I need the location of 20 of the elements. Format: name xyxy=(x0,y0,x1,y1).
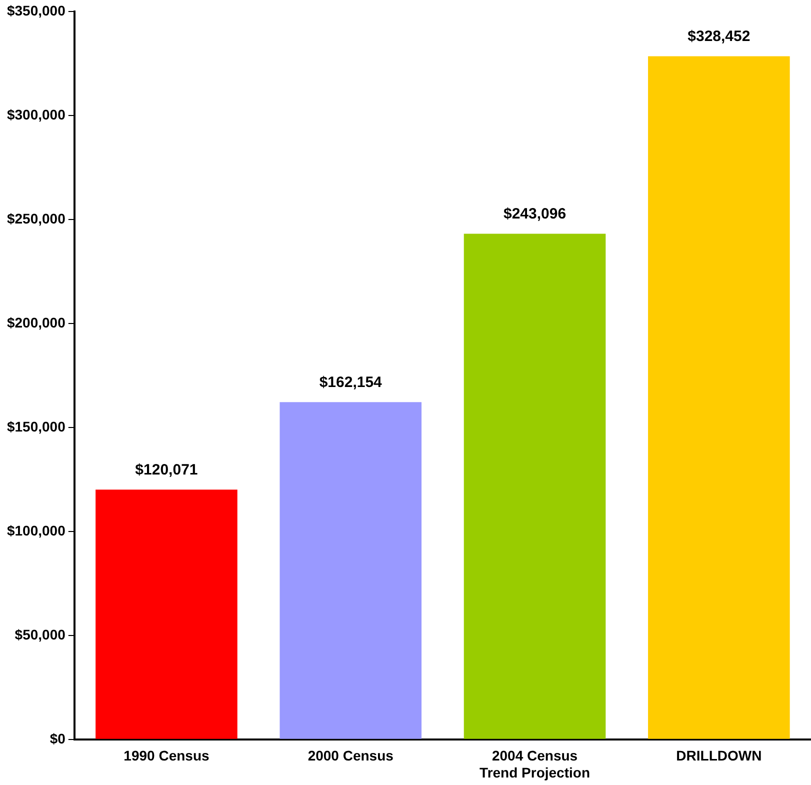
bar xyxy=(464,234,606,739)
y-tick-label: $50,000 xyxy=(14,626,66,642)
y-tick-label: $250,000 xyxy=(6,210,66,226)
bar xyxy=(648,56,790,739)
data-label: $120,071 xyxy=(135,461,198,478)
bar xyxy=(96,490,238,739)
x-tick-label: 2004 Census Trend Projection xyxy=(480,748,590,780)
x-tick-label: 1990 Census xyxy=(124,748,210,764)
bar xyxy=(280,402,422,739)
x-tick-label: 2000 Census xyxy=(308,748,394,764)
y-tick-label: $200,000 xyxy=(6,314,66,330)
y-tick-label: $350,000 xyxy=(6,2,66,18)
data-label: $328,452 xyxy=(688,28,750,45)
x-tick-label: DRILLDOWN xyxy=(676,748,762,764)
data-label: $162,154 xyxy=(319,374,383,391)
y-tick-label: $300,000 xyxy=(6,106,66,122)
y-tick-label: $100,000 xyxy=(6,522,66,538)
y-tick-label: $150,000 xyxy=(6,418,66,434)
y-tick-label: $0 xyxy=(50,730,66,746)
data-label: $243,096 xyxy=(503,205,566,222)
